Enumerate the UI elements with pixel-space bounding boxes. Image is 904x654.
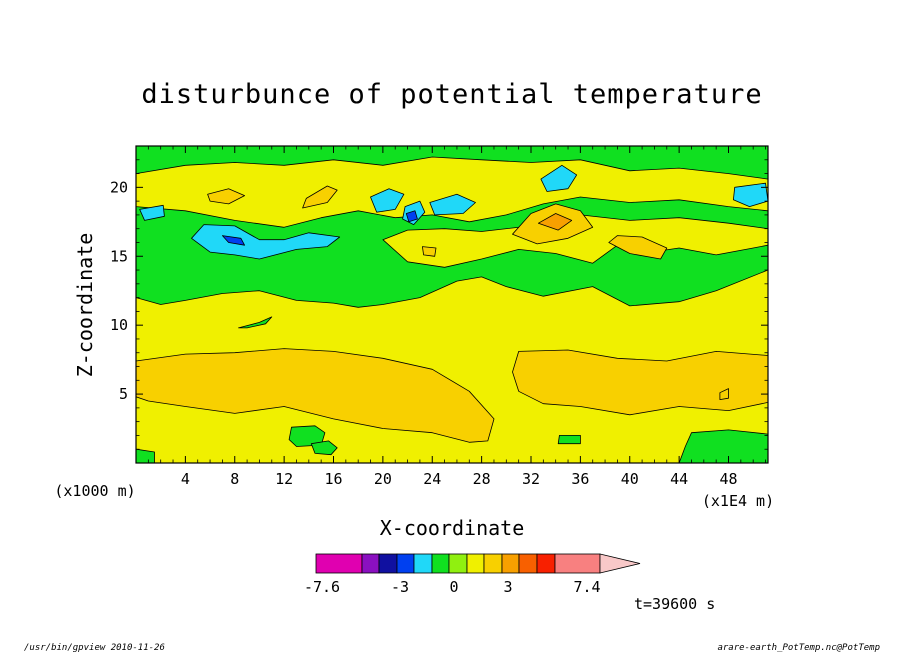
contour-lower-green-b	[310, 440, 338, 456]
y-unit-label: (x1000 m)	[54, 482, 135, 500]
x-tick-label: 48	[719, 470, 737, 488]
contour-orange-a	[207, 188, 246, 205]
contour-lower-orange-right	[512, 349, 768, 416]
x-tick-label: 20	[374, 470, 392, 488]
contour-blue-d	[429, 193, 476, 216]
colorbar-cell	[431, 553, 450, 574]
colorbar-cell	[315, 553, 363, 574]
y-ticks: 5 10 15 20	[110, 159, 768, 450]
colorbar-cell	[518, 553, 538, 574]
contour-blue-f	[733, 182, 768, 208]
colorbar-labels: -7.6 -3 0 3 7.4	[304, 578, 601, 596]
colorbar-label: -7.6	[304, 578, 340, 596]
colorbar-label: 7.4	[573, 578, 600, 596]
colorbar: -7.6 -3 0 3 7.4	[304, 553, 641, 596]
contour-mid-yellow-patch	[382, 214, 768, 268]
footer-left: /usr/bin/gpview 2010-11-26	[24, 643, 165, 653]
y-axis-title: Z-coordinate	[73, 233, 97, 378]
colorbar-cell	[413, 553, 433, 574]
x-tick-label: 12	[275, 470, 293, 488]
x-axis-title: X-coordinate	[380, 516, 525, 540]
x-tick-label: 36	[571, 470, 589, 488]
contour-lower-green-d	[136, 448, 155, 463]
contour-orange-e	[421, 246, 437, 257]
x-tick-label: 4	[181, 470, 190, 488]
contour-orange-b	[302, 185, 338, 209]
x-tick-label: 24	[423, 470, 441, 488]
colorbar-cell	[483, 553, 503, 574]
colorbar-cells	[315, 553, 641, 574]
contour-upper-yellow-band	[136, 156, 768, 228]
contour-lower-green-c	[557, 434, 581, 445]
contour-blue-elongated	[191, 224, 341, 260]
colorbar-cell	[361, 553, 380, 574]
contour-fills	[136, 146, 768, 463]
colorbar-cell	[536, 553, 556, 574]
colorbar-cell	[378, 553, 398, 574]
colorbar-label: 3	[503, 578, 512, 596]
x-ticks: 4 8 12 16 20 24 28 32 36 40 44 48	[147, 146, 766, 488]
contour-blue-e	[540, 164, 578, 192]
contour-blue-b	[370, 188, 405, 213]
x-unit-label: (x1E4 m)	[702, 492, 774, 510]
colorbar-label: -3	[391, 578, 409, 596]
x-tick-label: 32	[522, 470, 540, 488]
colorbar-cell	[396, 553, 415, 574]
colorbar-cell	[501, 553, 520, 574]
colorbar-cell	[554, 553, 601, 574]
contour-orange-d	[608, 235, 668, 260]
colorbar-label: 0	[449, 578, 458, 596]
x-tick-label: 8	[230, 470, 239, 488]
x-tick-label: 44	[670, 470, 688, 488]
contour-blue-core	[221, 235, 246, 246]
contour-blue-dark-small	[405, 210, 418, 223]
footer-right: arare-earth_PotTemp.nc@PotTemp	[717, 643, 880, 653]
x-tick-label: 40	[621, 470, 639, 488]
y-tick-label: 15	[110, 247, 128, 265]
chart-title: disturbunce of potential temperature	[141, 79, 762, 110]
y-tick-label: 5	[119, 385, 128, 403]
time-label: t=39600 s	[634, 595, 715, 613]
plot-frame	[135, 145, 769, 464]
contour-orange-core	[538, 213, 573, 231]
colorbar-cell	[466, 553, 485, 574]
contour-lower-green-right	[678, 429, 768, 463]
contour-mid-green-sliver	[238, 316, 273, 329]
colorbar-cell	[448, 553, 468, 574]
contour-orange-f	[719, 388, 729, 401]
colorbar-arrow	[599, 553, 641, 574]
contour-lower-orange-left	[136, 348, 495, 443]
x-tick-label: 28	[473, 470, 491, 488]
y-tick-label: 20	[110, 178, 128, 196]
y-tick-label: 10	[110, 316, 128, 334]
x-tick-label: 16	[324, 470, 342, 488]
contour-blue-a	[139, 204, 165, 221]
